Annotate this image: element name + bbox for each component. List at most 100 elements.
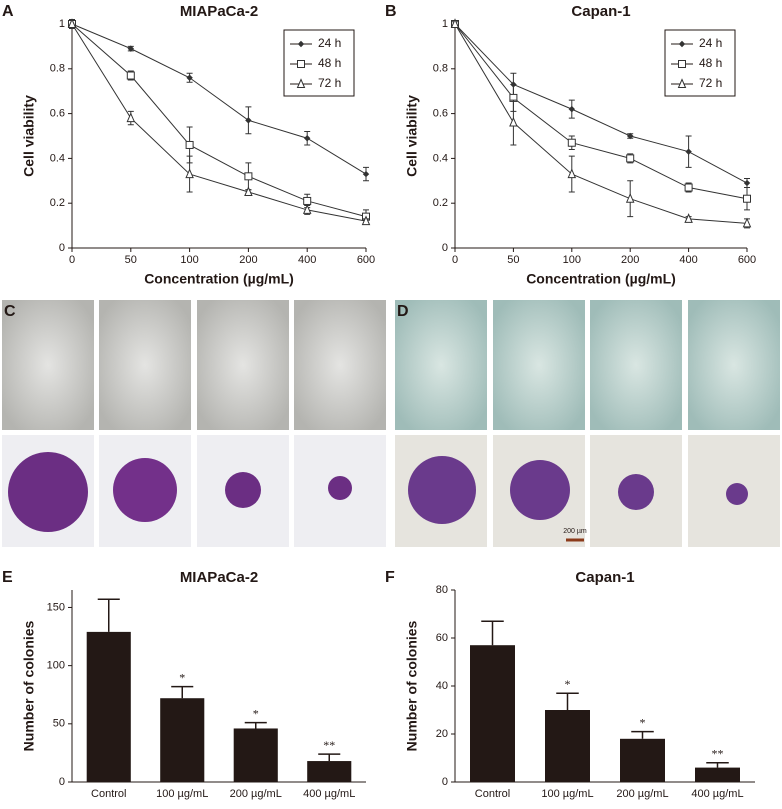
y-tick-label: 0.6 xyxy=(433,108,448,120)
legend-box xyxy=(664,29,736,97)
y-tick-label: 20 xyxy=(436,728,448,740)
y-axis-label: Cell viability xyxy=(21,95,37,177)
series-line xyxy=(454,23,748,200)
marker xyxy=(245,117,252,124)
error-bar xyxy=(631,730,654,739)
series-line xyxy=(454,23,748,184)
marker xyxy=(450,18,460,28)
y-tick-label: 1 xyxy=(59,18,65,30)
error-bar xyxy=(706,762,729,768)
y-tick-label: 40 xyxy=(436,680,448,692)
y-tick-label: 100 xyxy=(47,660,65,672)
marker xyxy=(127,45,135,52)
error-bar xyxy=(481,620,504,646)
legend-label: 24 h xyxy=(699,36,722,50)
x-tick-label: 0 xyxy=(452,254,458,266)
bar xyxy=(620,738,665,782)
chart-title: Capan-1 xyxy=(571,3,630,20)
series-line xyxy=(71,23,367,222)
y-tick-label: 0 xyxy=(59,776,65,788)
marker xyxy=(186,74,193,81)
marker xyxy=(362,170,370,178)
x-tick-label: 200 xyxy=(621,254,639,266)
bar xyxy=(470,645,515,782)
significance-label: * xyxy=(565,677,571,691)
marker xyxy=(685,148,692,155)
y-axis-label: Number of colonies xyxy=(21,620,37,751)
panel-label: A xyxy=(2,3,14,20)
legend-label: 48 h xyxy=(318,56,341,70)
legend-label: 72 h xyxy=(318,76,341,90)
y-tick-label: 0.2 xyxy=(50,197,65,209)
x-tick-label: 100 µg/mL xyxy=(541,788,593,800)
marker xyxy=(678,40,686,48)
error-bar xyxy=(244,721,267,729)
marker xyxy=(67,18,77,28)
y-tick-label: 1 xyxy=(442,18,448,30)
bar xyxy=(307,761,352,782)
x-tick-label: 400 xyxy=(298,254,316,266)
marker xyxy=(303,196,312,205)
x-tick-label: 200 xyxy=(239,254,257,266)
marker xyxy=(684,213,693,223)
x-tick-label: 100 µg/mL xyxy=(156,788,208,800)
series-line xyxy=(454,23,748,224)
marker xyxy=(303,135,311,142)
x-tick-label: Control xyxy=(475,788,510,800)
y-tick-label: 0.2 xyxy=(433,197,448,209)
y-tick-label: 0.6 xyxy=(50,108,65,120)
significance-label: * xyxy=(179,670,185,684)
y-tick-label: 50 xyxy=(53,718,65,730)
marker xyxy=(684,183,693,192)
x-tick-label: 200 µg/mL xyxy=(616,788,668,800)
significance-label: ** xyxy=(323,738,335,752)
bar xyxy=(695,767,740,782)
marker xyxy=(743,179,751,187)
x-tick-label: 600 xyxy=(357,254,375,266)
marker xyxy=(743,194,751,203)
marker xyxy=(625,192,635,203)
x-tick-label: 400 µg/mL xyxy=(303,788,355,800)
x-tick-label: Control xyxy=(91,788,126,800)
y-tick-label: 60 xyxy=(436,632,448,644)
marker xyxy=(568,105,576,113)
marker xyxy=(244,172,253,181)
series-line xyxy=(71,23,367,218)
panel-label: D xyxy=(397,303,409,320)
error-bar xyxy=(556,692,579,710)
marker xyxy=(509,116,518,127)
y-tick-label: 0.4 xyxy=(433,152,448,164)
x-tick-label: 400 xyxy=(679,254,697,266)
panel-d-photos xyxy=(395,300,780,547)
error-bar xyxy=(97,598,120,632)
panel-label: B xyxy=(385,3,397,20)
error-bar xyxy=(318,753,341,762)
legend-box xyxy=(283,29,355,97)
panel-label: E xyxy=(2,569,13,586)
bar xyxy=(86,631,131,782)
marker xyxy=(126,71,135,80)
x-tick-label: 100 xyxy=(180,254,198,266)
error-bar xyxy=(171,685,194,699)
y-tick-label: 0 xyxy=(59,242,65,254)
marker xyxy=(244,186,253,196)
marker xyxy=(297,40,305,48)
x-tick-label: 200 µg/mL xyxy=(230,788,282,800)
marker xyxy=(126,112,136,123)
x-tick-label: 0 xyxy=(69,254,75,266)
significance-label: ** xyxy=(712,747,724,761)
legend-label: 48 h xyxy=(699,56,722,70)
x-tick-label: 100 xyxy=(563,254,581,266)
marker xyxy=(742,217,752,228)
chart-title: MIAPaCa-2 xyxy=(180,569,258,586)
marker xyxy=(302,204,312,214)
y-tick-label: 0 xyxy=(442,242,448,254)
marker xyxy=(297,60,305,68)
y-tick-label: 0.8 xyxy=(50,63,65,75)
y-tick-label: 0.4 xyxy=(50,152,65,164)
marker xyxy=(185,168,194,179)
y-axis-label: Number of colonies xyxy=(404,620,420,751)
significance-label: * xyxy=(640,715,646,729)
chart-title: Capan-1 xyxy=(575,569,634,586)
bar xyxy=(160,698,205,782)
